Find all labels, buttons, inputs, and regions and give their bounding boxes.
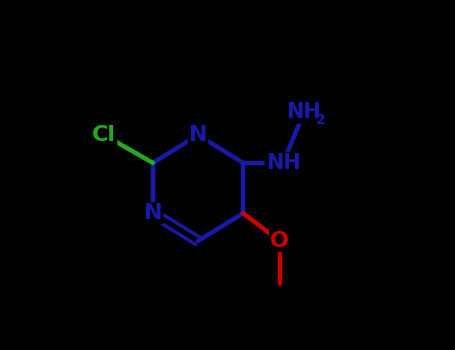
Text: NH: NH — [266, 153, 300, 173]
Text: NH: NH — [266, 153, 300, 173]
Text: N: N — [189, 125, 207, 145]
Text: N: N — [144, 203, 162, 223]
Text: Cl: Cl — [92, 125, 116, 145]
Text: 2: 2 — [316, 113, 325, 127]
Text: Cl: Cl — [92, 125, 116, 145]
Text: N: N — [144, 203, 162, 223]
Text: O: O — [270, 231, 289, 251]
Text: NH: NH — [287, 103, 321, 122]
Text: O: O — [270, 231, 289, 251]
Text: N: N — [189, 125, 207, 145]
Text: NH: NH — [287, 103, 321, 122]
